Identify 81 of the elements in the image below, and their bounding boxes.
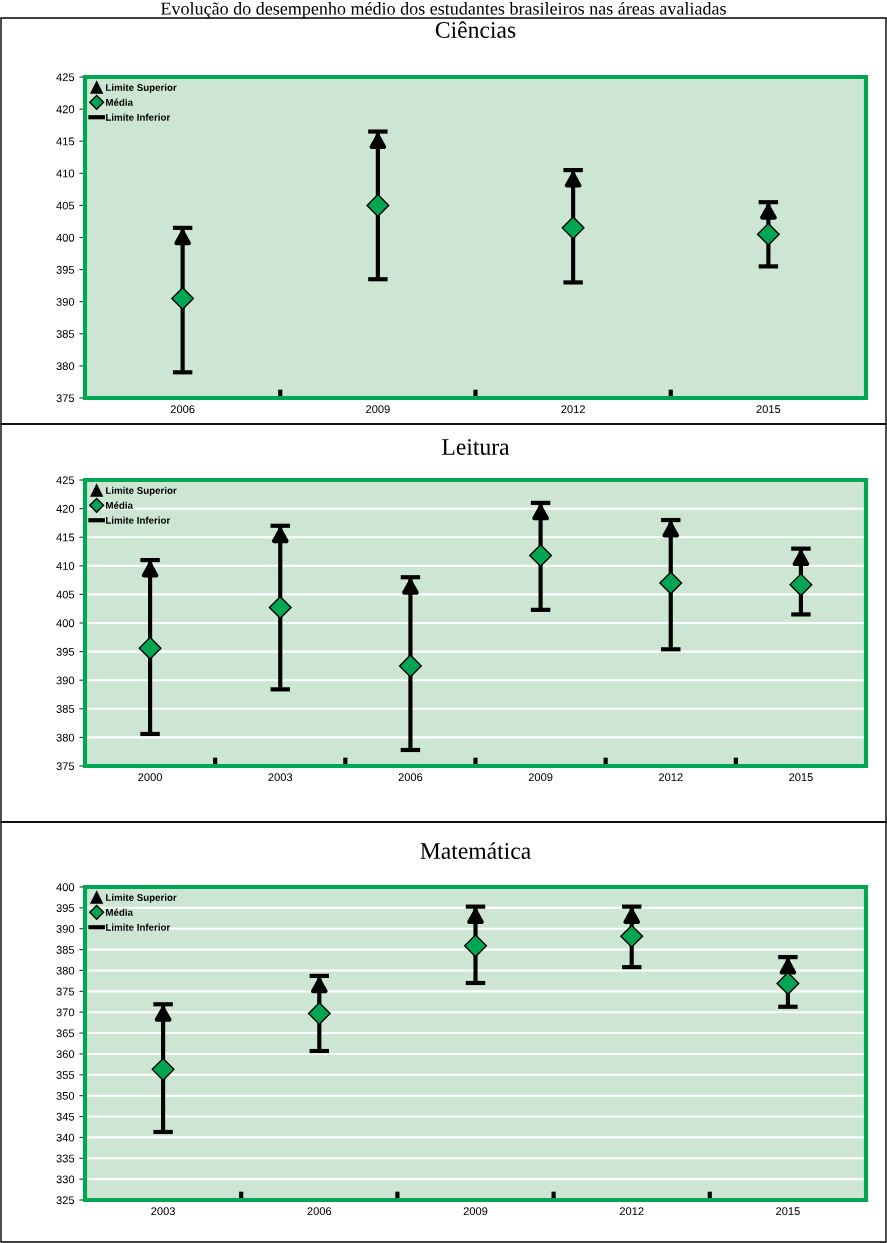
- x-tick-label: 2015: [756, 405, 781, 414]
- y-tick-label: 375: [56, 987, 75, 996]
- x-tick-label: 2000: [138, 773, 163, 782]
- y-tick-label: 395: [56, 904, 75, 912]
- y-tick-label: 385: [56, 705, 75, 713]
- y-tick-label: 345: [56, 1112, 75, 1121]
- chart-title: Matemática: [420, 842, 531, 859]
- y-tick-label: 370: [56, 1008, 75, 1017]
- annotation: Limite Inferior: [106, 516, 171, 524]
- y-tick-label: 330: [56, 1175, 75, 1184]
- y-tick-label: 385: [56, 330, 75, 338]
- y-tick-label: 380: [56, 733, 75, 742]
- point: [620, 924, 644, 948]
- point: [138, 636, 162, 660]
- y-tick-label: 390: [56, 676, 75, 685]
- y-tick-label: 425: [56, 476, 75, 485]
- y-tick-label: 380: [56, 966, 75, 975]
- annotation: Limite Superior: [106, 83, 177, 93]
- point: [529, 544, 553, 568]
- y-tick-label: 350: [56, 1091, 75, 1100]
- y-tick-label: 410: [56, 169, 75, 178]
- chart-title: Evolução do desempenho médio dos estudantes brasileiros nas áreas avaliadas: [160, 2, 726, 19]
- y-tick-label: 400: [56, 233, 75, 242]
- annotation: Limite Superior: [106, 893, 177, 903]
- y-tick-label: 400: [56, 619, 75, 628]
- point: [151, 1057, 175, 1081]
- y-tick-label: 415: [56, 137, 75, 146]
- y-tick-label: 360: [56, 1050, 75, 1059]
- y-tick-label: 385: [56, 945, 75, 954]
- x-tick-label: 2006: [307, 1207, 332, 1216]
- x-tick-label: 2003: [151, 1207, 175, 1216]
- y-tick-label: 375: [56, 394, 75, 403]
- y-tick-label: 335: [56, 1154, 75, 1163]
- point: [776, 971, 800, 995]
- y-tick-label: 355: [56, 1071, 75, 1079]
- x-tick-label: 2009: [463, 1207, 488, 1216]
- y-tick-label: 405: [56, 590, 75, 599]
- chart-subtitle: Ciências: [435, 21, 516, 38]
- y-tick-label: 420: [56, 105, 75, 114]
- annotation: Limite Inferior: [106, 923, 171, 931]
- legend-label: Média: [106, 98, 134, 106]
- point: [268, 596, 292, 620]
- y-tick-label: 410: [56, 562, 75, 570]
- point: [171, 286, 195, 310]
- chart-title: Leitura: [442, 439, 510, 455]
- x-tick-label: 2012: [658, 773, 683, 782]
- y-tick-label: 400: [56, 883, 75, 892]
- x-tick-label: 2006: [170, 405, 195, 414]
- x-tick-label: 2015: [776, 1207, 800, 1216]
- y-tick-label: 395: [56, 265, 75, 274]
- x-tick-label: 2003: [268, 773, 293, 782]
- x-tick-label: 2009: [366, 405, 390, 414]
- y-tick-label: 375: [56, 762, 75, 771]
- y-tick-label: 420: [56, 504, 75, 513]
- y-tick-label: 325: [56, 1196, 75, 1205]
- x-tick-label: 2009: [528, 773, 553, 782]
- y-tick-label: 390: [56, 925, 75, 933]
- y-tick-label: 425: [56, 73, 75, 82]
- y-tick-label: 380: [56, 362, 75, 371]
- point: [366, 193, 390, 217]
- x-tick-label: 2015: [789, 773, 813, 782]
- annotation: Limite Superior: [106, 486, 177, 496]
- y-tick-label: 390: [56, 297, 75, 306]
- point: [307, 1001, 331, 1025]
- legend-label: Média: [106, 908, 134, 916]
- point: [756, 222, 780, 246]
- y-tick-label: 395: [56, 647, 75, 656]
- x-tick-label: 2006: [398, 773, 423, 782]
- legend-label: Média: [106, 501, 134, 509]
- y-tick-label: 415: [56, 533, 75, 542]
- x-tick-label: 2012: [561, 405, 585, 414]
- annotation: Limite Inferior: [106, 113, 171, 121]
- y-tick-label: 340: [56, 1133, 75, 1142]
- x-tick-label: 2012: [619, 1207, 644, 1216]
- point: [659, 571, 683, 595]
- point: [464, 934, 487, 958]
- y-tick-label: 405: [56, 201, 75, 210]
- point: [561, 216, 585, 240]
- y-tick-label: 365: [56, 1029, 75, 1038]
- point: [398, 654, 422, 678]
- point: [789, 573, 813, 597]
